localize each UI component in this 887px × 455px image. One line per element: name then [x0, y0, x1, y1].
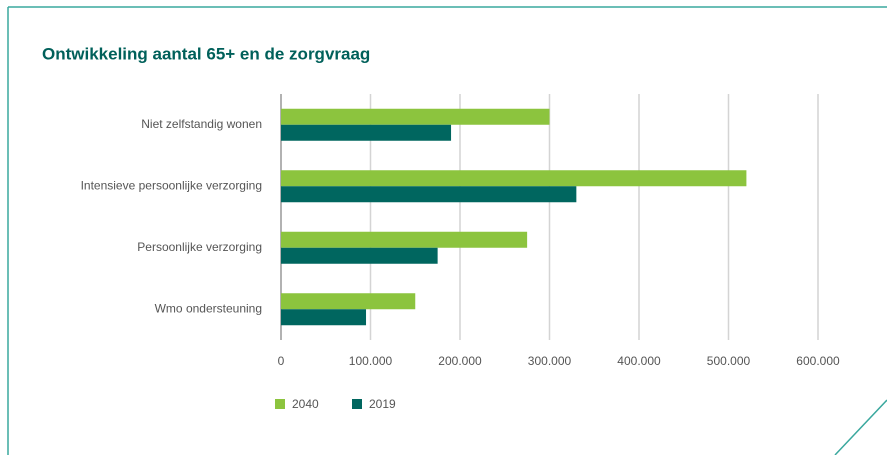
y-tick-label: Wmo ondersteuning: [155, 301, 262, 315]
x-tick-label: 0: [278, 354, 285, 368]
bar: [281, 247, 438, 264]
bar: [281, 309, 367, 326]
legend-swatch: [275, 399, 285, 409]
frame-diagonal: [834, 399, 887, 455]
bar: [281, 231, 528, 248]
bar: [281, 186, 577, 203]
bar: [281, 170, 747, 187]
x-tick-label: 200.000: [438, 354, 482, 368]
y-tick-label: Intensieve persoonlijke verzorging: [81, 178, 262, 192]
x-tick-label: 500.000: [707, 354, 751, 368]
chart-title: Ontwikkeling aantal 65+ en de zorgvraag: [42, 44, 370, 63]
legend-label: 2040: [292, 397, 319, 411]
legend-label: 2019: [369, 397, 396, 411]
bar: [281, 124, 452, 141]
bar: [281, 108, 550, 125]
x-tick-label: 400.000: [617, 354, 661, 368]
x-tick-label: 100.000: [349, 354, 393, 368]
y-tick-label: Persoonlijke verzorging: [137, 240, 262, 254]
x-tick-label: 600.000: [796, 354, 840, 368]
y-tick-label: Niet zelfstandig wonen: [141, 117, 262, 131]
bar: [281, 293, 416, 310]
legend-swatch: [352, 399, 362, 409]
x-tick-label: 300.000: [528, 354, 572, 368]
